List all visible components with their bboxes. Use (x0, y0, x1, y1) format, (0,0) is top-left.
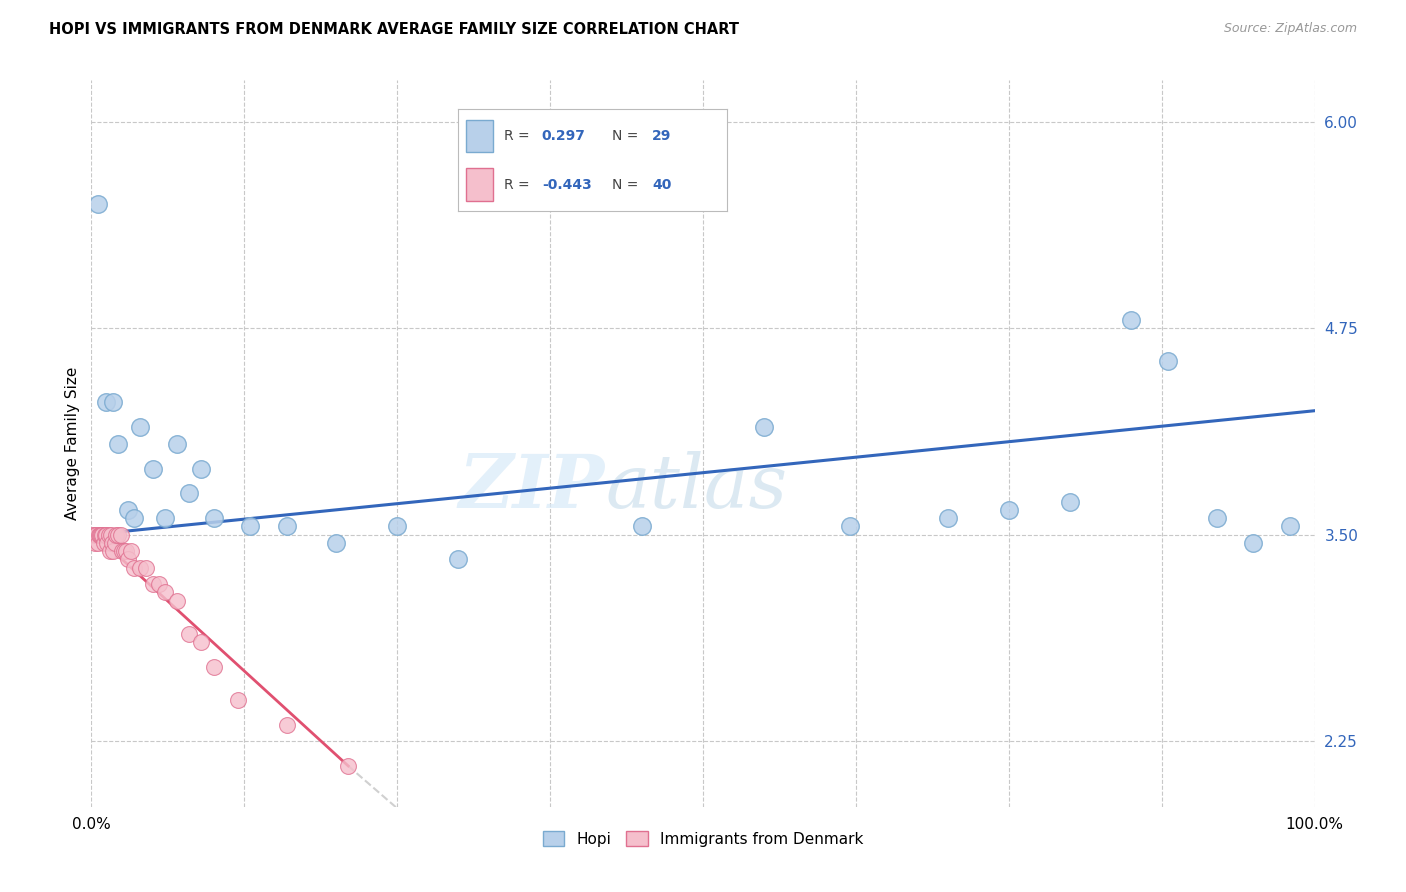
Point (107, 527, 129, 541)
Point (94, 527, 117, 541)
Point (754, 420, 776, 434)
Point (239, 519, 262, 533)
Point (84, 527, 107, 541)
Point (100, 527, 122, 541)
Point (86, 536, 108, 550)
Point (103, 395, 125, 409)
Point (153, 585, 176, 599)
Point (94, 527, 117, 541)
Point (1205, 511, 1227, 525)
Text: atlas: atlas (605, 451, 787, 524)
Point (148, 577, 170, 591)
Point (838, 519, 860, 533)
Point (135, 560, 157, 574)
Point (91, 527, 114, 541)
Point (112, 544, 135, 558)
Point (179, 486, 201, 500)
Point (447, 552, 470, 566)
Point (101, 536, 124, 550)
Point (337, 759, 360, 773)
Point (936, 511, 959, 525)
Point (104, 536, 127, 550)
Point (114, 544, 136, 558)
Point (202, 511, 225, 525)
Point (202, 660, 225, 674)
Point (89, 527, 111, 541)
Point (226, 693, 249, 707)
Text: Source: ZipAtlas.com: Source: ZipAtlas.com (1223, 22, 1357, 36)
Point (122, 560, 145, 574)
Point (97, 527, 120, 541)
Text: HOPI VS IMMIGRANTS FROM DENMARK AVERAGE FAMILY SIZE CORRELATION CHART: HOPI VS IMMIGRANTS FROM DENMARK AVERAGE … (49, 22, 740, 37)
Point (110, 527, 132, 541)
Point (83, 527, 105, 541)
Point (998, 503, 1021, 517)
Point (111, 544, 134, 558)
Point (1059, 494, 1081, 508)
Point (190, 635, 212, 649)
Point (1157, 354, 1180, 368)
Point (179, 627, 201, 641)
Point (87, 527, 110, 541)
Text: ZIP: ZIP (458, 451, 605, 524)
Legend: Hopi, Immigrants from Denmark: Hopi, Immigrants from Denmark (536, 823, 870, 855)
Point (385, 519, 409, 533)
Point (325, 536, 347, 550)
Point (82, 527, 104, 541)
Point (117, 552, 139, 566)
Point (631, 519, 654, 533)
Point (1243, 536, 1265, 550)
Y-axis label: Average Family Size: Average Family Size (65, 368, 80, 520)
Point (84, 536, 107, 550)
Point (94, 395, 117, 409)
Point (96, 536, 118, 550)
Point (129, 420, 152, 434)
Point (107, 437, 129, 451)
Point (1121, 313, 1143, 327)
Point (90, 527, 112, 541)
Point (104, 527, 127, 541)
Point (141, 461, 163, 475)
Point (166, 593, 188, 607)
Point (103, 544, 125, 558)
Point (98, 544, 121, 558)
Point (129, 560, 152, 574)
Point (117, 503, 139, 517)
Point (166, 437, 188, 451)
Point (122, 511, 145, 525)
Point (120, 544, 142, 558)
Point (86, 197, 108, 211)
Point (276, 519, 298, 533)
Point (1279, 519, 1302, 533)
Point (153, 511, 176, 525)
Point (93, 536, 115, 550)
Point (276, 717, 298, 731)
Point (141, 577, 163, 591)
Point (190, 461, 212, 475)
